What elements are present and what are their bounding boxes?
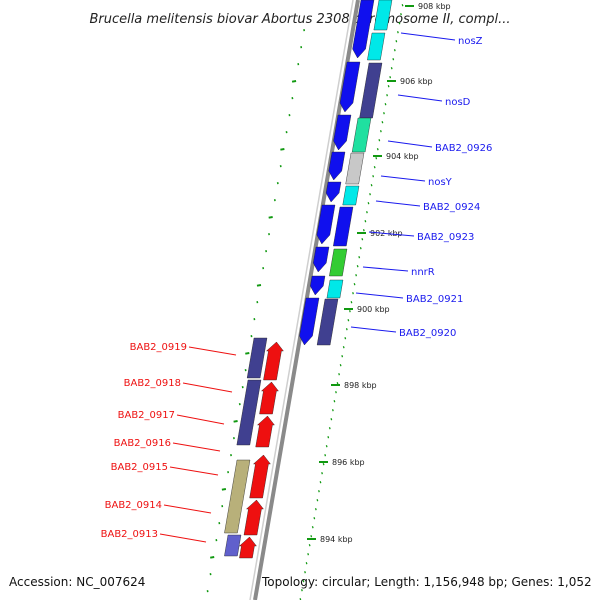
- forward-feature-block: [359, 62, 383, 119]
- tick-rings: [206, 4, 404, 600]
- scale-label: 906 kbp: [400, 77, 433, 86]
- gene-labels: nosZ nosD BAB2_0926 nosY BAB2_0924 BAB2_0923n…: [101, 32, 492, 543]
- gene-leader-line: [375, 200, 421, 207]
- outer-ring-tick: [233, 420, 238, 423]
- gene-label-nosy[interactable]: nosY: [428, 177, 453, 188]
- gene-label-nosz[interactable]: nosZ: [458, 36, 483, 47]
- forward-feature-block: [373, 0, 393, 31]
- gene-leader-line: [368, 231, 415, 237]
- outer-ring-tick: [256, 284, 262, 287]
- gene-leader-line: [380, 175, 426, 182]
- forward-cds-arrow: [299, 297, 320, 346]
- forward-cds-arrow: [339, 61, 361, 113]
- gene-label-nnrr[interactable]: nnrR: [411, 267, 435, 278]
- reverse-feature-block: [246, 337, 268, 379]
- outer-ring-tick: [291, 80, 297, 83]
- gene-leader-line: [159, 533, 207, 543]
- reverse-cds-arrow: [238, 536, 257, 559]
- gene-label-bab2_0918[interactable]: BAB2_0918: [124, 378, 181, 389]
- reverse-feature-block: [224, 459, 251, 534]
- forward-cds-arrow: [328, 151, 346, 181]
- scale-label: 898 kbp: [344, 381, 377, 390]
- gene-leader-line: [169, 466, 219, 476]
- forward-feature-block: [326, 279, 344, 299]
- scale-label: 908 kbp: [418, 2, 451, 11]
- gene-label-bab2_0923[interactable]: BAB2_0923: [417, 232, 474, 243]
- gene-label-bab2_0916[interactable]: BAB2_0916: [114, 438, 171, 449]
- forward-feature-block: [342, 185, 360, 206]
- forward-feature-block: [329, 248, 348, 277]
- forward-feature-block: [345, 152, 365, 185]
- reverse-cds-arrow: [249, 454, 271, 499]
- forward-cds-arrow: [333, 114, 352, 151]
- reverse-cds-arrow: [263, 341, 284, 381]
- gene-leader-line: [176, 414, 225, 425]
- forward-cds-arrow: [352, 0, 375, 59]
- reverse-cds-arrow: [255, 415, 275, 448]
- gene-label-bab2_0914[interactable]: BAB2_0914: [105, 500, 162, 511]
- scale-label: 904 kbp: [386, 152, 419, 161]
- forward-feature-block: [367, 32, 386, 61]
- gene-leader-line: [355, 292, 404, 299]
- accession-label: Accession: NC_007624: [9, 575, 145, 589]
- gene-leader-line: [163, 504, 212, 514]
- outer-ring-tick: [268, 216, 273, 219]
- gene-leader-line: [188, 346, 237, 356]
- gene-label-nosd[interactable]: nosD: [445, 97, 471, 108]
- backbone-shadow: [249, 0, 354, 600]
- gene-leader-line: [400, 32, 456, 41]
- gene-leader-line: [172, 442, 221, 452]
- reverse-cds-arrow: [243, 499, 264, 536]
- gene-leader-line: [397, 94, 443, 102]
- outer-ring-tick: [221, 488, 227, 491]
- gene-label-bab2_0913[interactable]: BAB2_0913: [101, 529, 158, 540]
- forward-cds-arrow: [313, 246, 330, 273]
- scale-label: 894 kbp: [320, 535, 353, 544]
- forward-feature-block: [333, 206, 354, 247]
- gene-label-bab2_0920[interactable]: BAB2_0920: [399, 328, 456, 339]
- gene-label-bab2_0917[interactable]: BAB2_0917: [118, 410, 175, 421]
- gene-label-bab2_0915[interactable]: BAB2_0915: [111, 462, 168, 473]
- forward-cds-arrow: [316, 204, 336, 245]
- map-title: Brucella melitensis biovar Abortus 2308 …: [89, 12, 510, 27]
- reverse-cds-arrow: [259, 381, 279, 415]
- forward-cds-arrow: [310, 275, 326, 296]
- scale-label: 900 kbp: [357, 305, 390, 314]
- gene-leader-line: [182, 382, 233, 393]
- gene-label-bab2_0921[interactable]: BAB2_0921: [406, 294, 463, 305]
- outer-ring-tick: [210, 556, 215, 559]
- forward-feature-block: [316, 298, 339, 346]
- scale-label: 896 kbp: [332, 458, 365, 467]
- gene-leader-line: [387, 140, 433, 148]
- outer-ring-tick: [280, 148, 285, 151]
- feature-track: [224, 0, 393, 559]
- gene-label-bab2_0919[interactable]: BAB2_0919: [130, 342, 187, 353]
- gene-label-bab2_0926[interactable]: BAB2_0926: [435, 143, 492, 154]
- reverse-feature-block: [236, 379, 262, 446]
- reverse-feature-block: [224, 534, 242, 557]
- outer-ring-tick: [245, 352, 250, 355]
- topology-label: Topology: circular; Length: 1,156,948 bp…: [261, 575, 592, 589]
- gene-label-bab2_0924[interactable]: BAB2_0924: [423, 202, 480, 213]
- forward-feature-block: [351, 117, 372, 153]
- gene-leader-line: [362, 266, 409, 272]
- gene-leader-line: [350, 326, 397, 333]
- forward-cds-arrow: [325, 181, 342, 203]
